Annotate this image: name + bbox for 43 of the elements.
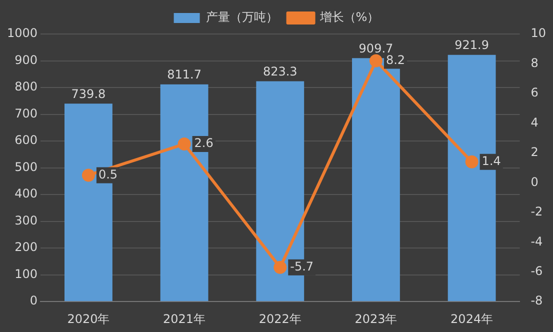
x-tick-label: 2021年 <box>163 312 206 326</box>
data-label: 2.6 <box>194 136 214 150</box>
y-tick-label: 1000 <box>6 26 38 40</box>
point <box>369 54 382 68</box>
x-tick-label: 2023年 <box>354 312 398 326</box>
data-label: 739.8 <box>71 86 106 101</box>
y-tick-label: 800 <box>14 80 38 94</box>
y2-tick-label: 8 <box>530 56 538 70</box>
y-tick-label: 700 <box>14 106 38 120</box>
y2-tick-label: -2 <box>530 204 543 219</box>
y-tick-label: 400 <box>14 186 38 201</box>
y2-tick-label: 0 <box>530 174 538 189</box>
point <box>178 138 191 151</box>
y-tick-label: 300 <box>14 213 38 228</box>
y-tick-label: 0 <box>30 294 38 308</box>
x-tick-label: 2020年 <box>67 312 110 326</box>
y2-tick-label: 4 <box>530 115 538 130</box>
y2-tick-label: -8 <box>530 294 543 308</box>
x-tick-label: 2022年 <box>258 312 302 326</box>
y-tick-label: 500 <box>14 160 38 174</box>
y2-tick-label: 2 <box>530 145 538 160</box>
y-tick-label: 600 <box>14 133 38 148</box>
legend-label: 产量（万吨） <box>206 10 278 24</box>
data-label: 8.2 <box>386 52 406 67</box>
data-label: 0.5 <box>98 167 118 182</box>
x-tick-label: 2024年 <box>450 312 494 326</box>
y2-tick-label: 6 <box>530 86 538 100</box>
data-label: 921.9 <box>454 38 489 52</box>
y2-tick-label: 10 <box>530 26 546 40</box>
y-tick-label: 100 <box>14 266 38 281</box>
data-label: -5.7 <box>290 260 314 274</box>
point <box>465 155 478 168</box>
y2-tick-label: -4 <box>530 234 543 248</box>
point <box>82 168 95 182</box>
y-tick-label: 200 <box>14 240 38 254</box>
data-label: 1.4 <box>482 154 501 168</box>
data-label: 909.7 <box>358 41 394 56</box>
data-label: 811.7 <box>167 68 202 82</box>
data-label: 823.3 <box>262 64 298 78</box>
y-tick-label: 900 <box>14 52 38 67</box>
legend-label: 增长（%） <box>318 10 380 24</box>
point <box>274 260 287 274</box>
y2-tick-label: -6 <box>530 264 543 278</box>
